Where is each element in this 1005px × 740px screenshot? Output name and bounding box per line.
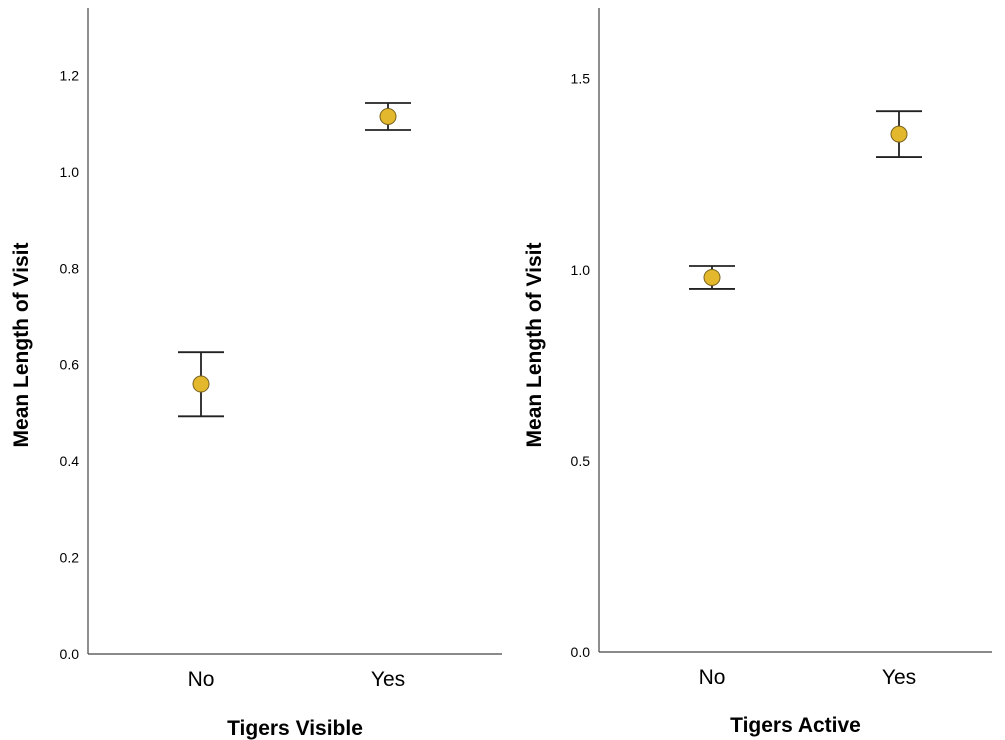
y-tick-label: 1.5	[571, 71, 591, 87]
y-tick-label: 0.0	[571, 644, 591, 660]
x-axis-title: Tigers Visible	[227, 717, 363, 740]
y-axis-title: Mean Length of Visit	[10, 243, 33, 448]
right-chart-panel: 0.0 0.5 1.0 1.5 No Yes Tigers Active Mean Lengt…	[523, 8, 992, 737]
y-tick-label: 0.8	[60, 260, 80, 276]
y-tick-label: 1.2	[60, 67, 80, 83]
mean-point	[379, 107, 397, 125]
x-category-label: No	[699, 666, 726, 689]
x-axis-title: Tigers Active	[730, 714, 861, 737]
y-tick-label: 0.6	[60, 357, 80, 373]
x-category-label: No	[188, 668, 215, 691]
y-tick-label: 0.5	[571, 453, 591, 469]
y-tick-label: 0.2	[60, 550, 80, 566]
y-tick-label: 1.0	[571, 262, 591, 278]
mean-point	[703, 268, 721, 286]
y-tick-label: 1.0	[60, 164, 80, 180]
mean-point	[890, 125, 908, 143]
x-category-label: Yes	[371, 668, 405, 691]
left-chart-panel: 0.0 0.2 0.4 0.6 0.8 1.0 1.2 No Yes Tigers Visible…	[10, 8, 502, 740]
y-tick-label: 0.0	[60, 646, 80, 662]
mean-point	[192, 375, 210, 393]
y-axis-title: Mean Length of Visit	[523, 243, 546, 448]
x-category-label: Yes	[882, 666, 916, 689]
y-tick-label: 0.4	[60, 453, 80, 469]
